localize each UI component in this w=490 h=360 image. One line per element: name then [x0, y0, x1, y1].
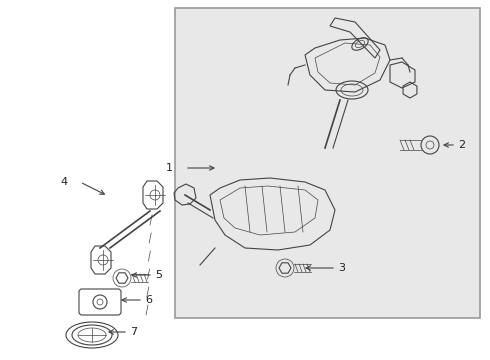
Text: 5: 5 [155, 270, 162, 280]
Text: 2: 2 [458, 140, 465, 150]
Text: 7: 7 [130, 327, 137, 337]
Bar [175, 8, 480, 318]
Text: 4: 4 [61, 177, 68, 187]
Text: 3: 3 [338, 263, 345, 273]
Text: 1: 1 [166, 163, 173, 173]
Text: 6: 6 [145, 295, 152, 305]
